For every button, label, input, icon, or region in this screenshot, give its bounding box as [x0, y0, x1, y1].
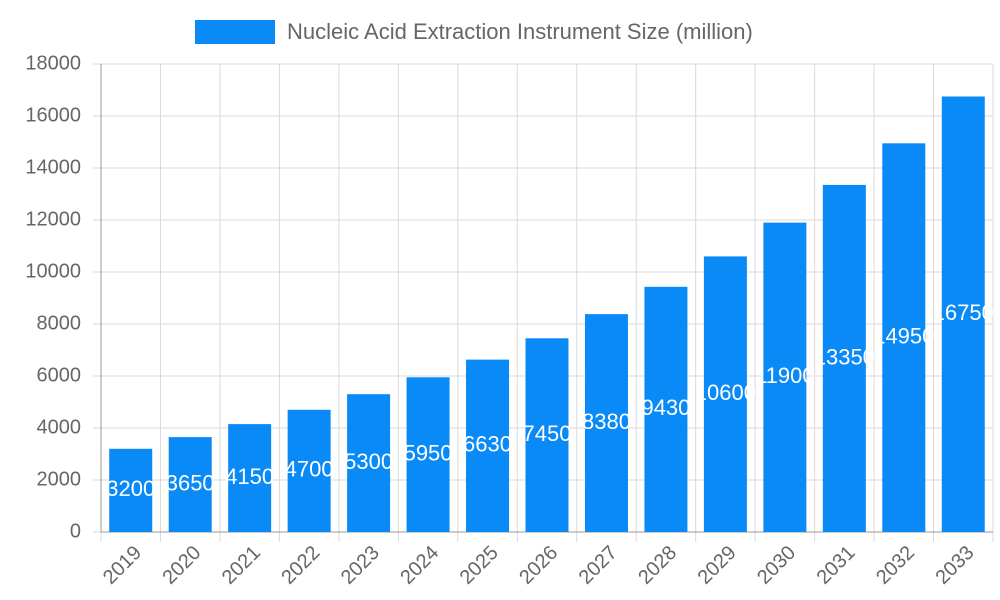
x-tick-label: 2028	[634, 542, 681, 589]
x-tick-label: 2029	[694, 542, 741, 589]
x-tick-label: 2033	[932, 542, 979, 589]
x-tick-label: 2030	[753, 542, 800, 589]
bar	[703, 256, 747, 532]
y-tick-label: 12000	[25, 208, 81, 230]
value-label: 5950	[404, 440, 453, 465]
value-label: 7450	[523, 421, 572, 446]
bar	[941, 96, 985, 532]
value-label: 4150	[225, 464, 274, 489]
x-tick-label: 2023	[337, 542, 384, 589]
y-tick-label: 18000	[25, 52, 81, 74]
x-tick-label: 2021	[218, 542, 265, 589]
x-tick-label: 2020	[158, 542, 205, 589]
value-label: 11900	[755, 363, 815, 388]
value-label: 5300	[344, 449, 393, 474]
x-tick-label: 2026	[515, 542, 562, 589]
value-label: 4700	[285, 457, 334, 482]
bar	[525, 338, 569, 532]
x-tick-label: 2024	[396, 542, 443, 589]
value-label: 3650	[166, 470, 215, 495]
bar	[584, 314, 628, 532]
x-tick-label: 2025	[456, 542, 503, 589]
y-tick-label: 0	[70, 520, 81, 542]
y-tick-label: 8000	[37, 312, 82, 334]
bar	[763, 222, 807, 532]
value-label: 3200	[106, 476, 155, 501]
value-label: 13350	[814, 344, 875, 369]
value-label: 8380	[582, 409, 631, 434]
y-tick-label: 4000	[37, 416, 82, 438]
value-label: 10600	[695, 380, 756, 405]
y-tick-label: 6000	[37, 364, 82, 386]
bar	[406, 377, 450, 532]
x-tick-label: 2032	[872, 542, 919, 589]
bar	[466, 359, 510, 532]
value-label: 6630	[463, 432, 512, 457]
value-label: 16750	[933, 300, 994, 325]
bar	[109, 448, 153, 532]
legend-swatch	[195, 20, 275, 44]
value-label: 14950	[873, 323, 934, 348]
y-tick-label: 10000	[25, 260, 81, 282]
legend-label: Nucleic Acid Extraction Instrument Size …	[287, 19, 753, 44]
x-tick-label: 2031	[813, 542, 860, 589]
bar	[882, 143, 926, 533]
bar	[168, 437, 212, 532]
x-tick-label: 2019	[99, 542, 146, 589]
y-tick-label: 2000	[37, 468, 82, 490]
bar	[644, 286, 688, 532]
bar	[287, 409, 331, 532]
y-tick-label: 16000	[25, 104, 81, 126]
y-tick-label: 14000	[25, 156, 81, 178]
bar	[347, 394, 391, 532]
x-tick-label: 2027	[575, 542, 622, 589]
x-tick-label: 2022	[277, 542, 324, 589]
value-label: 9430	[641, 395, 690, 420]
bar	[228, 424, 272, 532]
bar	[822, 184, 866, 532]
